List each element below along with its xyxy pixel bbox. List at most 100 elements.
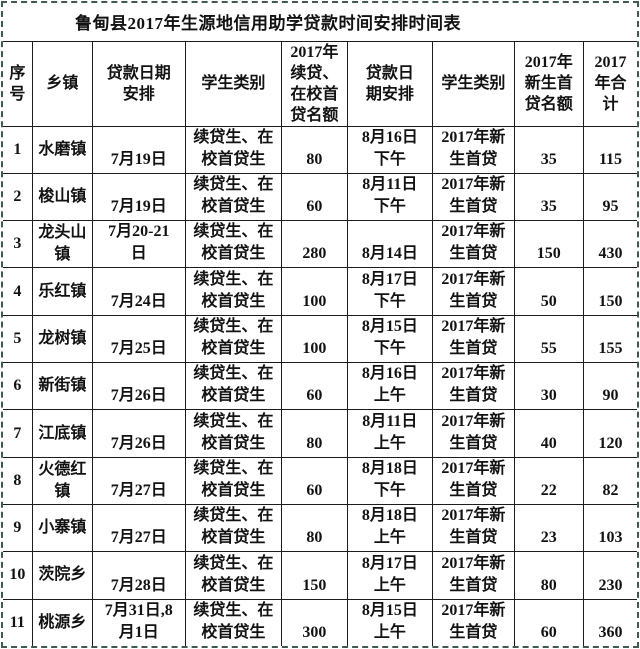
table-cell: 8 [3,456,33,506]
table-cell: 60 [281,172,348,222]
table-cell: 江底镇 [31,409,94,458]
table-row: 8 火德红 镇 7月27日 续贷生、在 校首贷生 60 8月18日 下午 2017年新 生首… [3,456,637,506]
table-cell: 2017年新 生首贷 [432,314,515,364]
table-cell: 7月27日 [92,456,186,506]
table-cell: 7月24日 [92,267,186,316]
table-cell: 续贷生、在 校首贷生 [184,362,283,411]
table-cell: 续贷生、在 校首贷生 [184,598,283,646]
table-cell: 2017年新 生首贷 [432,267,515,316]
table-cell: 2017年新 生首贷 [432,551,515,600]
table-cell: 60 [281,362,348,411]
table-cell: 1 [3,125,33,174]
table-row: 2 梭山镇 7月19日 续贷生、在 校首贷生 60 8月11日 下午 2017年新 生首贷 3… [3,172,637,222]
table-cell: 续贷生、在 校首贷生 [184,125,283,174]
table-row: 1 水磨镇 7月19日 续贷生、在 校首贷生 80 8月16日 下午 2017年新 生首贷 3… [3,125,637,174]
column-header: 贷款日期 安排 [92,40,186,127]
table-cell: 7月26日 [92,362,186,411]
table-cell: 5 [3,314,33,364]
table-cell: 小寨镇 [31,503,94,553]
table-cell: 300 [281,598,348,646]
table-cell: 续贷生、在 校首贷生 [184,314,283,364]
table-cell: 150 [281,551,348,600]
table-cell: 续贷生、在 校首贷生 [184,551,283,600]
table-row: 6 新街镇 7月26日 续贷生、在 校首贷生 60 8月16日 上午 2017年新 生首贷 3… [3,362,637,411]
table-cell: 40 [513,409,585,458]
table-cell: 8月16日 下午 [346,125,434,174]
table-cell: 100 [281,314,348,364]
table-cell: 2017年新 生首贷 [432,503,515,553]
table-cell: 续贷生、在 校首贷生 [184,409,283,458]
table-cell: 280 [281,220,348,269]
table-cell: 8月11日 上午 [346,409,434,458]
table-cell: 2017年新 生首贷 [432,125,515,174]
column-header: 学生类别 [184,40,283,127]
table-cell: 续贷生、在 校首贷生 [184,456,283,506]
table-body: 1 水磨镇 7月19日 续贷生、在 校首贷生 80 8月16日 下午 2017年新 生首贷 3… [3,125,637,646]
table-cell: 8月16日 上午 [346,362,434,411]
table-cell: 9 [3,503,33,553]
table-cell: 8月17日 下午 [346,267,434,316]
table-cell: 115 [583,125,637,174]
column-header: 2017 年合 计 [583,40,637,127]
table-cell: 100 [281,267,348,316]
table-cell: 3 [3,220,33,269]
table-cell: 30 [513,362,585,411]
loan-schedule-table: 鲁甸县2017年生源地信用助学贷款时间安排时间表 序 号乡镇 贷款日期 安排 学生类… [3,3,637,646]
table-cell: 7月25日 [92,314,186,364]
table-cell: 430 [583,220,637,269]
table-row: 3 龙头山 镇 7月20-21 日续贷生、在 校首贷生 280 8月14日 2017年新 … [3,220,637,269]
table-cell: 2017年新 生首贷 [432,409,515,458]
table-cell: 水磨镇 [31,125,94,174]
table-cell: 8月14日 [346,220,434,269]
column-header: 序 号 [3,40,33,127]
table-cell: 2017年新 生首贷 [432,362,515,411]
table-cell: 乐红镇 [31,267,94,316]
table-cell: 35 [513,125,585,174]
table-cell: 95 [583,172,637,222]
table-cell: 6 [3,362,33,411]
table-cell: 360 [583,598,637,646]
table-cell: 50 [513,267,585,316]
table-cell: 续贷生、在 校首贷生 [184,172,283,222]
table-cell: 4 [3,267,33,316]
table-cell: 8月11日 下午 [346,172,434,222]
table-cell: 10 [3,551,33,600]
table-cell: 续贷生、在 校首贷生 [184,267,283,316]
table-row: 5 龙树镇 7月25日 续贷生、在 校首贷生 100 8月15日 下午 2017年新 生首贷… [3,314,637,364]
table-cell: 龙头山 镇 [31,220,94,269]
table-cell: 230 [583,551,637,600]
table-cell: 22 [513,456,585,506]
table-cell: 80 [281,503,348,553]
table-cell: 8月17日 上午 [346,551,434,600]
table-row: 9 小寨镇 7月27日 续贷生、在 校首贷生 80 8月18日 上午 2017年新 生首贷 2… [3,503,637,553]
table-cell: 55 [513,314,585,364]
table-cell: 续贷生、在 校首贷生 [184,220,283,269]
title-row: 鲁甸县2017年生源地信用助学贷款时间安排时间表 [3,3,637,42]
table-cell: 2017年新 生首贷 [432,456,515,506]
table-cell: 新街镇 [31,362,94,411]
table-row: 10 茨院乡 7月28日 续贷生、在 校首贷生 150 8月17日 上午 2017年新 生首… [3,551,637,600]
table-cell: 龙树镇 [31,314,94,364]
table-cell: 80 [281,409,348,458]
table-cell: 150 [513,220,585,269]
table-cell: 150 [583,267,637,316]
table-cell: 7月28日 [92,551,186,600]
table-row: 11 桃源乡 7月31日,8 月1日 续贷生、在 校首贷生 300 8月15日 上午 201… [3,598,637,646]
table-cell: 2017年新 生首贷 [432,172,515,222]
header-row: 序 号乡镇 贷款日期 安排 学生类别 2017年 续贷、 在校首 贷名额 贷款日 期安排… [3,40,637,127]
table-cell: 23 [513,503,585,553]
table-cell: 82 [583,456,637,506]
table-cell: 7月20-21 日 [92,220,186,269]
table-cell: 桃源乡 [31,598,94,646]
table-cell: 7 [3,409,33,458]
table-cell: 2017年新 生首贷 [432,220,515,269]
column-header: 学生类别 [432,40,515,127]
table-cell: 梭山镇 [31,172,94,222]
table-cell: 7月19日 [92,172,186,222]
table-row: 4 乐红镇 7月24日 续贷生、在 校首贷生 100 8月17日 下午 2017年新 生首贷… [3,267,637,316]
table-row: 7 江底镇 7月26日 续贷生、在 校首贷生 80 8月11日 上午 2017年新 生首贷 4… [3,409,637,458]
table-cell: 155 [583,314,637,364]
column-header: 2017年 新生首 贷名额 [513,40,585,127]
table-cell: 2 [3,172,33,222]
